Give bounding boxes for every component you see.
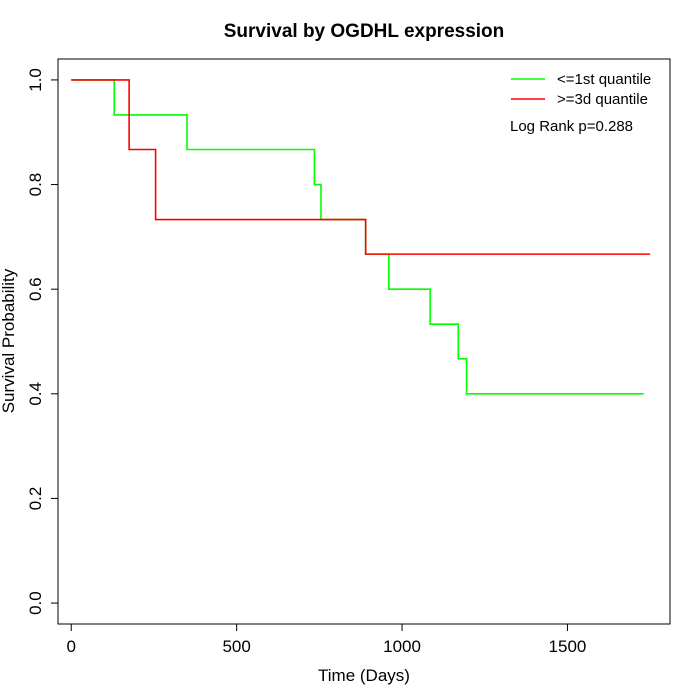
series-line-1 [71,79,651,255]
plot-area-border [57,58,671,625]
series-layer [71,79,651,395]
x-tick-label: 1500 [549,637,587,656]
x-axis-label: Time (Days) [318,666,410,685]
x-tick-label: 500 [222,637,250,656]
legend-label-0: <=1st quantile [557,71,651,88]
x-tick-label: 1000 [383,637,421,656]
y-tick-label: 0.4 [26,382,45,406]
x-axis: 0 500 1000 1500 [66,623,587,656]
y-axis-label: Survival Probability [0,268,18,413]
y-tick-label: 0.2 [26,487,45,511]
log-rank-annotation: Log Rank p=0.288 [510,118,633,135]
legend-label-1: >=3d quantile [557,91,648,108]
chart-title: Survival by OGDHL expression [224,21,505,42]
legend: <=1st quantile >=3d quantile [511,71,651,108]
y-tick-label: 0.0 [26,591,45,615]
x-tick-label: 0 [66,637,75,656]
y-tick-label: 0.6 [26,277,45,301]
y-tick-label: 0.8 [26,173,45,197]
y-axis: 0.0 0.2 0.4 0.6 0.8 1.0 [26,68,59,615]
y-tick-label: 1.0 [26,68,45,92]
